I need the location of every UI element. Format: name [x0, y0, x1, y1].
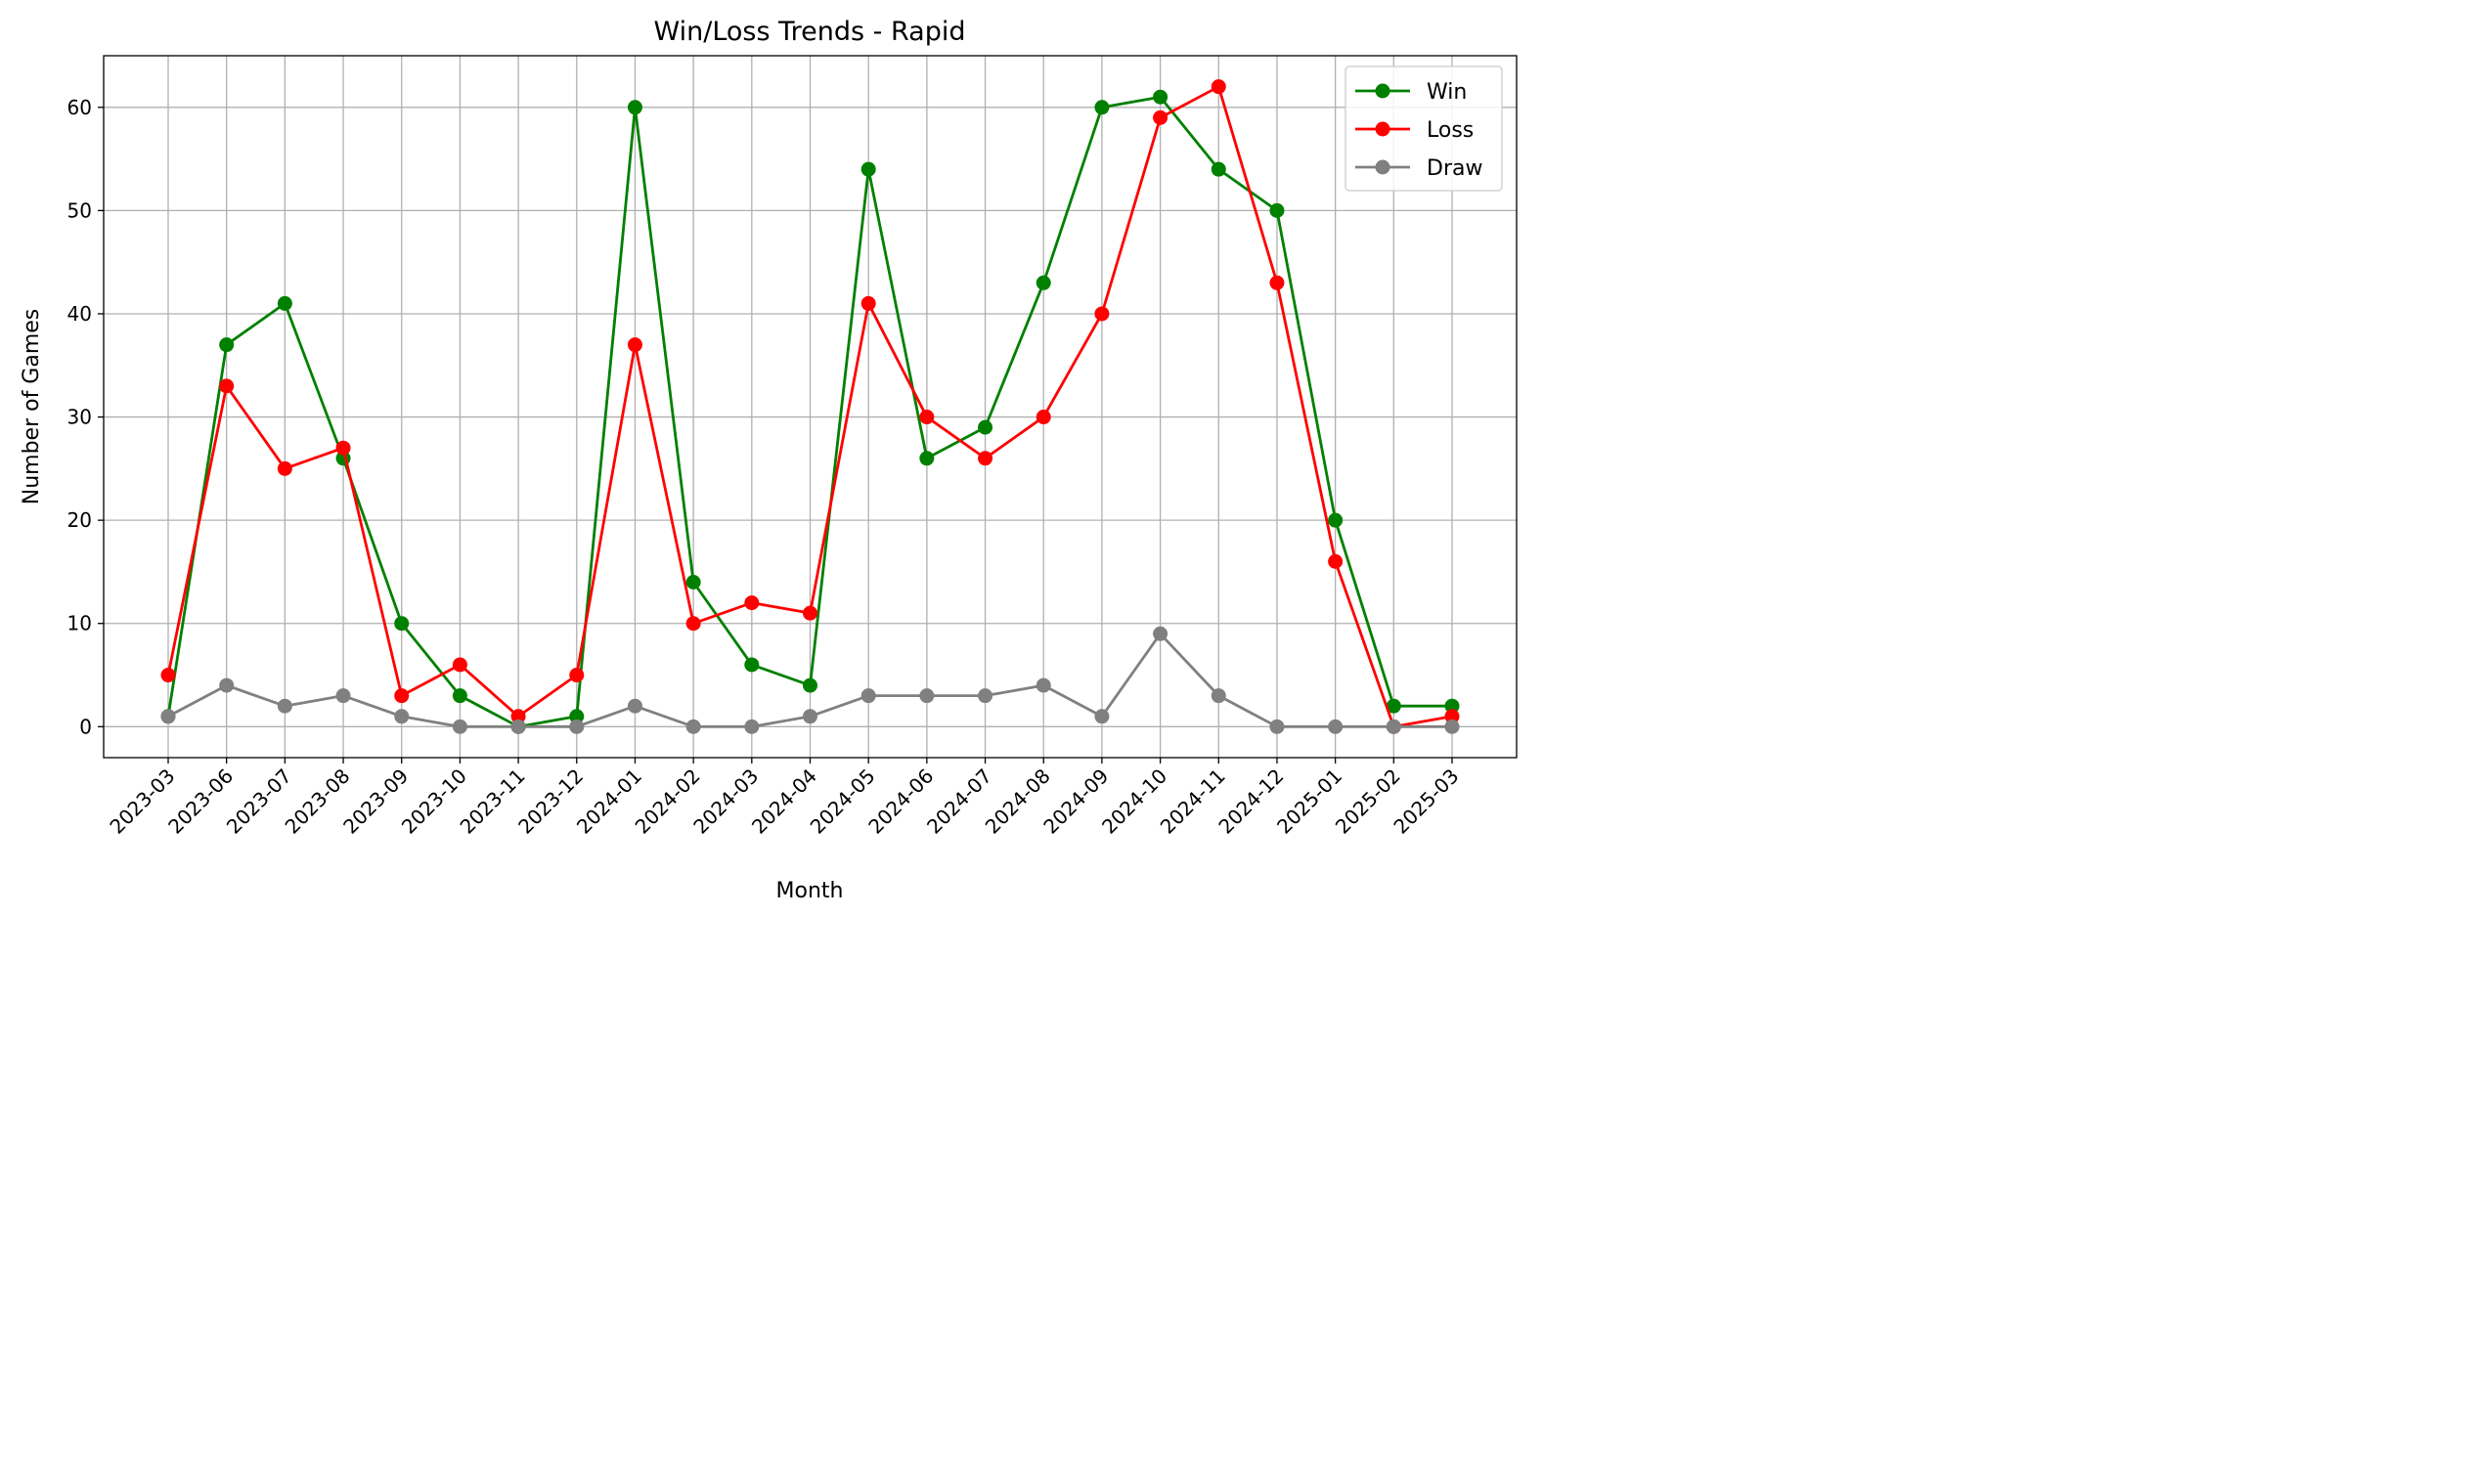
chart-title: Win/Loss Trends - Rapid: [654, 17, 966, 47]
grid: [104, 56, 1517, 758]
legend-entry-loss: Loss: [1355, 118, 1474, 143]
data-point-draw: [978, 688, 993, 704]
legend-marker-loss: [1375, 121, 1390, 137]
data-point-draw: [685, 719, 701, 734]
data-point-win: [860, 161, 876, 177]
data-point-draw: [919, 688, 935, 704]
legend-marker-win: [1375, 83, 1390, 99]
data-point-loss: [335, 440, 351, 456]
data-point-draw: [219, 677, 235, 693]
data-point-draw: [1211, 688, 1226, 704]
line-chart: 2023-032023-062023-072023-082023-092023-…: [20, 17, 1518, 903]
data-point-win: [744, 657, 760, 673]
y-axis-label: Number of Games: [20, 309, 44, 505]
data-point-loss: [744, 595, 760, 611]
data-point-loss: [1153, 109, 1168, 125]
data-point-win: [452, 688, 467, 704]
x-tick-label: 2025-03: [1389, 764, 1463, 839]
data-point-draw: [452, 719, 467, 734]
data-point-draw: [860, 688, 876, 704]
data-point-loss: [277, 460, 292, 476]
y-tick-label: 30: [67, 406, 92, 429]
data-point-loss: [1094, 306, 1110, 322]
data-point-win: [1444, 698, 1460, 714]
data-point-draw: [1153, 626, 1168, 641]
data-point-win: [803, 677, 817, 693]
legend: Win Loss Draw: [1345, 65, 1503, 192]
data-point-loss: [1269, 275, 1285, 290]
series-win: [160, 89, 1460, 734]
data-point-draw: [744, 719, 760, 734]
data-point-win: [219, 337, 235, 353]
data-point-draw: [1444, 719, 1460, 734]
data-point-loss: [452, 657, 467, 673]
y-tick-label: 10: [67, 612, 92, 635]
data-point-win: [1386, 698, 1401, 714]
chart-container: 2023-03 2023-06 2023-07 2023-08 2023-09 2023-…: [0, 0, 1531, 920]
data-point-draw: [277, 698, 292, 714]
data-point-win: [277, 295, 292, 311]
data-point-draw: [510, 719, 526, 734]
series-loss: [160, 79, 1460, 734]
legend-entry-draw: Draw: [1355, 156, 1482, 181]
data-point-win: [978, 419, 993, 435]
data-point-loss: [803, 605, 817, 621]
data-point-win: [1094, 100, 1110, 115]
data-point-win: [627, 100, 642, 115]
y-tick-label: 50: [67, 198, 92, 222]
x-axis-label: Month: [776, 879, 844, 903]
data-point-draw: [569, 719, 585, 734]
data-point-loss: [1444, 709, 1460, 724]
data-point-loss: [685, 616, 701, 632]
data-point-loss: [1211, 79, 1226, 95]
data-point-draw: [1036, 677, 1051, 693]
data-point-win: [394, 616, 410, 632]
data-point-draw: [627, 698, 642, 714]
data-point-win: [1153, 89, 1168, 105]
series-layer: [160, 79, 1460, 734]
data-point-draw: [394, 709, 410, 724]
data-point-draw: [1328, 719, 1344, 734]
data-point-win: [685, 575, 701, 589]
data-point-loss: [1328, 553, 1344, 569]
data-point-loss: [394, 688, 410, 704]
legend-marker-draw: [1375, 159, 1390, 175]
data-point-win: [1328, 512, 1344, 528]
legend-label-win: Win: [1427, 80, 1467, 105]
data-point-loss: [160, 668, 176, 683]
data-point-loss: [219, 378, 235, 394]
y-tick-label: 20: [67, 508, 92, 532]
legend-label-loss: Loss: [1427, 118, 1474, 143]
data-point-draw: [335, 688, 351, 704]
data-point-win: [1269, 202, 1285, 218]
data-point-draw: [1094, 709, 1110, 724]
data-point-loss: [919, 410, 935, 425]
data-point-draw: [803, 709, 817, 724]
data-point-draw: [1386, 719, 1401, 734]
data-point-win: [1211, 161, 1226, 177]
data-point-loss: [1036, 410, 1051, 425]
data-point-win: [569, 709, 585, 724]
data-point-loss: [510, 709, 526, 724]
y-tick-label: 0: [79, 715, 92, 738]
y-tick-label: 60: [67, 96, 92, 119]
data-point-loss: [860, 295, 876, 311]
legend-label-draw: Draw: [1427, 156, 1482, 181]
data-point-draw: [160, 709, 176, 724]
data-point-loss: [627, 337, 642, 353]
series-draw: [160, 626, 1460, 734]
y-tick-label: 40: [67, 302, 92, 326]
data-point-draw: [1269, 719, 1285, 734]
data-point-win: [919, 451, 935, 466]
data-point-loss: [569, 668, 585, 683]
legend-entry-win: Win: [1355, 80, 1467, 105]
data-point-loss: [978, 451, 993, 466]
data-point-win: [1036, 275, 1051, 290]
